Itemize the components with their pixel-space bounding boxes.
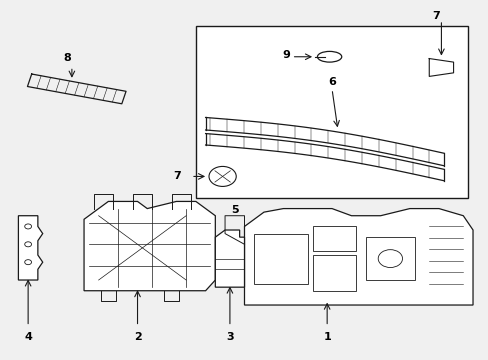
Text: 2: 2 — [133, 332, 141, 342]
Text: 6: 6 — [327, 77, 335, 87]
Polygon shape — [19, 216, 42, 280]
Text: 7: 7 — [173, 171, 181, 181]
Circle shape — [25, 242, 31, 247]
Polygon shape — [84, 202, 215, 291]
Polygon shape — [244, 208, 472, 305]
Bar — [254, 234, 307, 284]
Text: 3: 3 — [225, 332, 233, 342]
Text: 8: 8 — [63, 53, 71, 63]
Text: 7: 7 — [432, 11, 440, 21]
Bar — [312, 255, 356, 291]
Bar — [366, 237, 414, 280]
Text: 4: 4 — [24, 332, 32, 342]
Ellipse shape — [317, 51, 341, 62]
Text: 5: 5 — [230, 205, 238, 215]
Text: 9: 9 — [282, 50, 290, 60]
Circle shape — [25, 260, 31, 265]
Text: 1: 1 — [323, 332, 330, 342]
Circle shape — [25, 224, 31, 229]
Bar — [312, 226, 356, 251]
Bar — [196, 26, 467, 198]
Circle shape — [208, 166, 236, 186]
Polygon shape — [215, 230, 244, 287]
